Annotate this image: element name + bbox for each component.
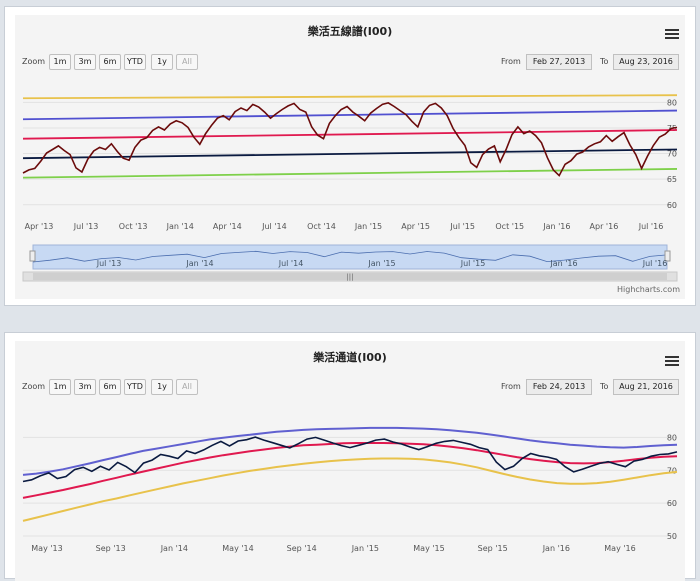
x-tick-label: Jan '15 [354,222,382,231]
y-tick-label: 80 [667,433,677,442]
x-tick-label: May '16 [604,544,635,553]
band-top-line [22,94,678,100]
from-date-input[interactable]: Feb 27, 2013 [526,54,592,70]
y-tick-label: 60 [667,201,677,210]
chart-area-1: 樂活五線譜(I00) Zoom 1m 3m 6m YTD 1y All From… [15,15,685,299]
x-tick-label: Oct '13 [119,222,148,231]
x-tick-label: Oct '15 [495,222,524,231]
x-tick-label: May '15 [413,544,444,553]
zoom-1m-button[interactable]: 1m [49,379,71,395]
price-series-line [22,436,678,483]
zoom-3m-button[interactable]: 3m [74,379,96,395]
to-date-input[interactable]: Aug 23, 2016 [613,54,679,70]
zoom-ytd-button[interactable]: YTD [124,54,146,70]
x-tick-label: Jan '14 [160,544,188,553]
navigator-scrollbar-thumb [33,273,667,280]
chart-title-2: 樂活通道(I00) [313,351,387,364]
x-tick-label: Apr '13 [25,222,54,231]
x-tick-label: Apr '15 [401,222,430,231]
chart-panel-2: 樂活通道(I00) Zoom 1m 3m 6m YTD 1y All From … [4,332,696,581]
from-label: From [501,382,521,391]
band-upper-line [22,109,678,121]
zoom-6m-button[interactable]: 6m [99,54,121,70]
chart-panel-1: 樂活五線譜(I00) Zoom 1m 3m 6m YTD 1y All From… [4,6,696,306]
x-tick-label: Apr '14 [213,222,242,231]
zoom-all-button[interactable]: All [176,54,198,70]
middle-band-line [22,442,678,499]
to-label: To [600,57,609,66]
navigator-tick-label: Jan '14 [185,259,213,268]
to-label: To [600,382,609,391]
highcharts-credit[interactable]: Highcharts.com [617,285,680,294]
menu-icon-1[interactable] [665,27,679,41]
x-tick-label: Jul '14 [261,222,287,231]
chart-title-1: 樂活五線譜(I00) [307,25,393,38]
x-tick-label: Sep '13 [96,544,126,553]
chart-plot-2: 50 60 70 80 May '13 Sep '13 Jan '14 May '14 Sep … [22,426,678,553]
navigator-tick-label: Jan '16 [549,259,577,268]
navigator-tick-label: Jul '14 [278,259,304,268]
y-tick-label: 65 [667,175,677,184]
upper-band-line [22,426,678,476]
menu-icon-2[interactable] [665,354,679,368]
navigator-tick-label: Jul '13 [96,259,122,268]
x-tick-label: Jul '16 [638,222,664,231]
x-tick-label: Oct '14 [307,222,336,231]
x-tick-label: Apr '16 [590,222,619,231]
from-label: From [501,57,521,66]
navigator-tick-label: Jul '15 [460,259,486,268]
zoom-6m-button[interactable]: 6m [99,379,121,395]
zoom-label: Zoom [22,57,46,66]
x-tick-label: Jan '16 [542,222,570,231]
navigator-window [32,244,668,270]
zoom-1m-button[interactable]: 1m [49,54,71,70]
x-tick-label: Sep '15 [478,544,508,553]
navigator-tick-label: Jul '16 [642,259,668,268]
zoom-3m-button[interactable]: 3m [74,54,96,70]
lower-band-line [22,457,678,522]
x-tick-label: Jan '14 [166,222,194,231]
y-tick-label: 60 [667,499,677,508]
band-bottom-line [22,168,678,179]
navigator-tick-label: Jan '15 [367,259,395,268]
price-series-line [22,102,678,177]
zoom-label: Zoom [22,382,46,391]
x-tick-label: Jul '13 [73,222,99,231]
band-lower-line [22,148,678,160]
zoom-1y-button[interactable]: 1y [151,54,173,70]
zoom-1y-button[interactable]: 1y [151,379,173,395]
navigator-series [32,250,668,263]
chart-area-2: 樂活通道(I00) Zoom 1m 3m 6m YTD 1y All From … [15,341,685,581]
band-middle-line [22,129,678,140]
x-tick-label: Jan '16 [542,544,570,553]
to-date-input[interactable]: Aug 21, 2016 [613,379,679,395]
from-date-input[interactable]: Feb 24, 2013 [526,379,592,395]
y-tick-label: 70 [667,150,677,159]
x-tick-label: May '14 [222,544,253,553]
y-tick-label: 70 [667,466,677,475]
scrollbar-grip-icon: ||| [346,273,353,281]
navigator-handle-right [664,250,671,262]
x-tick-label: May '13 [31,544,62,553]
x-tick-label: Jul '15 [449,222,475,231]
y-tick-label: 50 [667,532,677,541]
navigator-handle-left [29,250,36,262]
zoom-ytd-button[interactable]: YTD [124,379,146,395]
x-tick-label: Sep '14 [287,544,317,553]
y-tick-label: 80 [667,98,677,107]
zoom-all-button[interactable]: All [176,379,198,395]
x-tick-label: Jan '15 [351,544,379,553]
